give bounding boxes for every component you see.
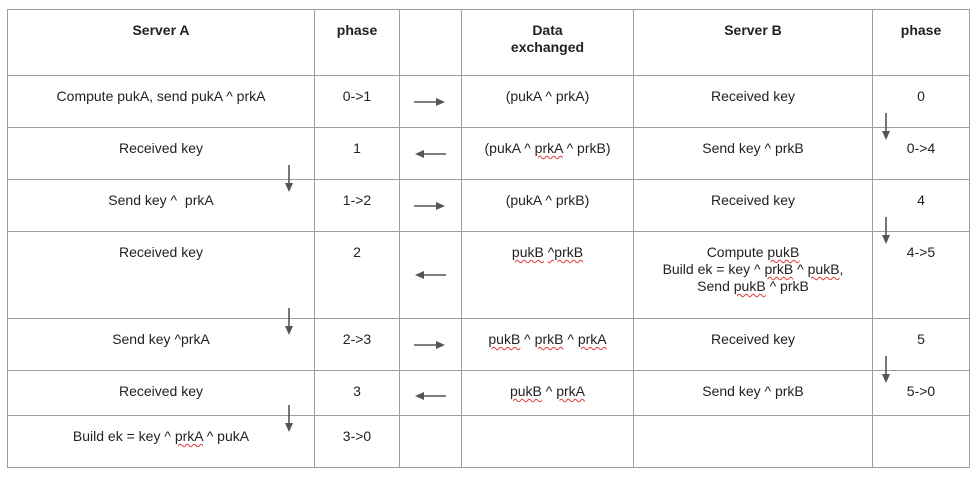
phase-b-cell: 0->4: [872, 127, 970, 180]
server-a-cell: Send key ^ prkA: [7, 179, 315, 232]
server-a-cell: Send key ^prkA: [7, 318, 315, 371]
server-b-cell: Received key: [633, 179, 873, 232]
phase-b-cell: [872, 415, 970, 468]
phase-a-cell: 2: [314, 231, 400, 319]
server-a-cell: Received key: [7, 127, 315, 192]
table-row: Received key 3 pukB ^ prkA Send key ^ pr…: [7, 370, 970, 432]
server-b-cell: Received key: [633, 318, 873, 371]
header-arrow: [399, 9, 462, 76]
header-row: Server A phase Data exchanged Server B p…: [7, 9, 970, 76]
data-cell: pukB ^prkB: [461, 231, 634, 319]
server-b-cell: Compute pukB Build ek = key ^ prkB ^ pukB…: [633, 231, 873, 319]
header-phase-a: phase: [314, 9, 400, 76]
header-phase-b: phase: [872, 9, 970, 76]
server-a-cell: Compute pukA, send pukA ^ prkA: [7, 75, 315, 128]
table-row: Send key ^prkA 2->3 pukB ^ prkB ^ prkA R…: [7, 318, 970, 383]
data-cell: pukB ^ prkB ^ prkA: [461, 318, 634, 371]
protocol-table: Server A phase Data exchanged Server B p…: [7, 9, 970, 468]
arrow-cell: [399, 370, 462, 416]
server-b-cell: Send key ^ prkB: [633, 370, 873, 416]
server-b-cell: Send key ^ prkB: [633, 127, 873, 180]
arrow-left-icon: [415, 150, 446, 158]
arrow-right-icon: [414, 341, 445, 349]
arrow-cell: [399, 415, 462, 468]
table-row: Send key ^ prkA 1->2 (pukA ^ prkB) Recei…: [7, 179, 970, 244]
phase-a-cell: 1: [314, 127, 400, 180]
phase-a-cell: 0->1: [314, 75, 400, 128]
table-row: Compute pukA, send pukA ^ prkA 0->1 (puk…: [7, 75, 970, 140]
phase-b-cell: 4: [872, 179, 970, 244]
phase-a-cell: 3->0: [314, 415, 400, 468]
server-a-cell: Received key: [7, 370, 315, 432]
arrow-right-icon: [414, 98, 445, 106]
phase-b-cell: 4->5: [872, 231, 970, 319]
table-row: Received key 1 (pukA ^ prkA ^ prkB) Send…: [7, 127, 970, 192]
table-row: Build ek = key ^ prkA ^ pukA 3->0: [7, 415, 970, 468]
data-cell: [461, 415, 634, 468]
phase-a-cell: 1->2: [314, 179, 400, 232]
header-data-exchanged: Data exchanged: [461, 9, 634, 76]
arrow-cell: [399, 179, 462, 232]
server-a-cell: Received key: [7, 231, 315, 335]
header-server-b: Server B: [633, 9, 873, 76]
phase-b-cell: 5->0: [872, 370, 970, 416]
data-cell: (pukA ^ prkA ^ prkB): [461, 127, 634, 180]
phase-a-cell: 3: [314, 370, 400, 416]
server-a-cell: Build ek = key ^ prkA ^ pukA: [7, 415, 315, 468]
server-b-cell: Received key: [633, 75, 873, 128]
server-b-cell: [633, 415, 873, 468]
data-cell: (pukA ^ prkA): [461, 75, 634, 128]
arrow-cell: [399, 231, 462, 319]
arrow-left-icon: [415, 392, 446, 400]
arrow-cell: [399, 75, 462, 128]
phase-b-cell: 5: [872, 318, 970, 383]
table-row: Received key 2 pukB ^prkB Compute pukB Bu…: [7, 231, 970, 335]
phase-a-cell: 2->3: [314, 318, 400, 371]
header-server-a: Server A: [7, 9, 315, 76]
data-cell: pukB ^ prkA: [461, 370, 634, 416]
data-cell: (pukA ^ prkB): [461, 179, 634, 232]
arrow-cell: [399, 127, 462, 180]
phase-b-cell: 0: [872, 75, 970, 140]
arrow-left-icon: [415, 271, 446, 279]
arrow-cell: [399, 318, 462, 371]
arrow-right-icon: [414, 202, 445, 210]
